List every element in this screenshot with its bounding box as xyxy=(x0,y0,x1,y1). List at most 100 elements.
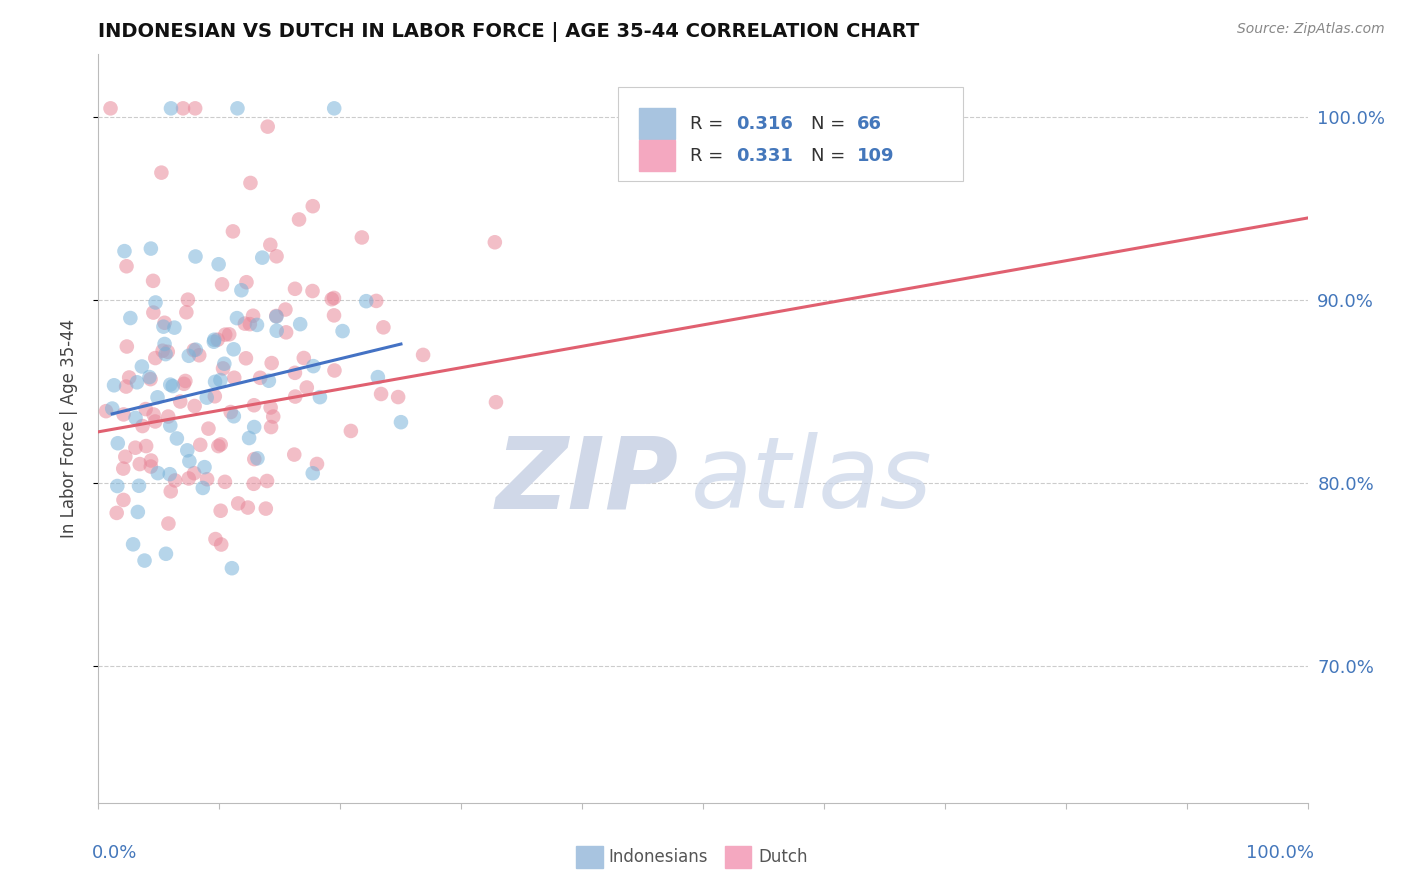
Point xyxy=(204,532,226,546)
Point xyxy=(202,334,225,349)
Text: N =: N = xyxy=(811,115,851,133)
Point xyxy=(177,293,200,307)
Point xyxy=(246,451,269,466)
Text: 66: 66 xyxy=(856,115,882,133)
FancyBboxPatch shape xyxy=(576,846,603,868)
Point xyxy=(259,237,281,252)
Point xyxy=(340,424,363,438)
Point xyxy=(242,476,264,491)
Point xyxy=(122,537,145,551)
Text: R =: R = xyxy=(690,115,728,133)
Point xyxy=(143,351,166,365)
Point xyxy=(131,419,153,434)
Point xyxy=(484,235,506,250)
Point xyxy=(412,348,434,362)
Point xyxy=(184,101,207,115)
Point xyxy=(124,441,146,455)
Point xyxy=(209,437,232,451)
Point xyxy=(159,377,181,392)
Point xyxy=(115,339,138,353)
Point xyxy=(257,374,280,388)
Point xyxy=(163,320,186,334)
Point xyxy=(284,366,307,380)
Point xyxy=(115,259,138,273)
Text: Source: ZipAtlas.com: Source: ZipAtlas.com xyxy=(1237,22,1385,37)
Point xyxy=(112,408,135,422)
Point xyxy=(211,277,233,292)
Point xyxy=(139,453,162,467)
Point xyxy=(283,448,305,462)
Point xyxy=(209,504,232,518)
Text: ZIP: ZIP xyxy=(496,432,679,529)
Point xyxy=(177,349,200,363)
Point xyxy=(239,176,262,190)
Point xyxy=(235,275,257,289)
Point xyxy=(159,467,181,482)
Point xyxy=(128,479,150,493)
Point xyxy=(134,553,156,567)
Point xyxy=(155,547,177,561)
Point xyxy=(184,343,207,357)
Point xyxy=(105,479,128,493)
Point xyxy=(159,418,181,433)
Point xyxy=(231,283,253,297)
Point xyxy=(274,326,297,340)
Text: atlas: atlas xyxy=(690,432,932,529)
Point xyxy=(128,457,150,471)
Point xyxy=(266,249,288,263)
Point xyxy=(301,199,323,213)
Point xyxy=(188,348,211,362)
Point xyxy=(183,343,205,357)
Point xyxy=(138,370,160,384)
Point xyxy=(224,370,246,384)
Text: 109: 109 xyxy=(856,146,894,165)
Point xyxy=(262,409,284,424)
Point xyxy=(193,460,215,475)
Point xyxy=(387,390,409,404)
Point xyxy=(105,506,128,520)
Point xyxy=(143,415,166,429)
Point xyxy=(243,452,266,467)
Point xyxy=(254,501,277,516)
Point xyxy=(246,318,269,332)
Point xyxy=(366,293,388,308)
Point xyxy=(127,505,149,519)
Point xyxy=(249,371,271,385)
Point xyxy=(146,466,169,480)
Point xyxy=(209,537,232,551)
Point xyxy=(124,410,146,425)
Point xyxy=(142,274,165,288)
Text: N =: N = xyxy=(811,146,851,165)
Point xyxy=(152,343,174,358)
Point xyxy=(226,101,249,115)
Point xyxy=(239,317,262,331)
Point xyxy=(160,101,183,115)
Point xyxy=(204,389,226,403)
Point xyxy=(243,420,266,434)
Point xyxy=(153,337,176,351)
Point xyxy=(214,327,236,342)
Text: Dutch: Dutch xyxy=(759,847,808,866)
Point xyxy=(219,405,242,419)
Point xyxy=(214,357,236,371)
Point xyxy=(238,431,260,445)
Point xyxy=(332,324,354,338)
Point xyxy=(305,457,328,471)
Point xyxy=(115,379,138,393)
Point xyxy=(131,359,153,374)
Point xyxy=(209,373,232,387)
Point xyxy=(226,311,249,326)
Point xyxy=(162,379,184,393)
Point xyxy=(260,420,283,434)
Point xyxy=(120,311,142,326)
Point xyxy=(177,471,200,485)
Point xyxy=(288,212,311,227)
Point xyxy=(165,474,187,488)
Point xyxy=(100,101,122,115)
Point xyxy=(191,481,214,495)
Point xyxy=(354,294,377,309)
Point xyxy=(370,387,392,401)
Point xyxy=(135,439,157,453)
FancyBboxPatch shape xyxy=(619,87,963,181)
Point xyxy=(256,474,278,488)
